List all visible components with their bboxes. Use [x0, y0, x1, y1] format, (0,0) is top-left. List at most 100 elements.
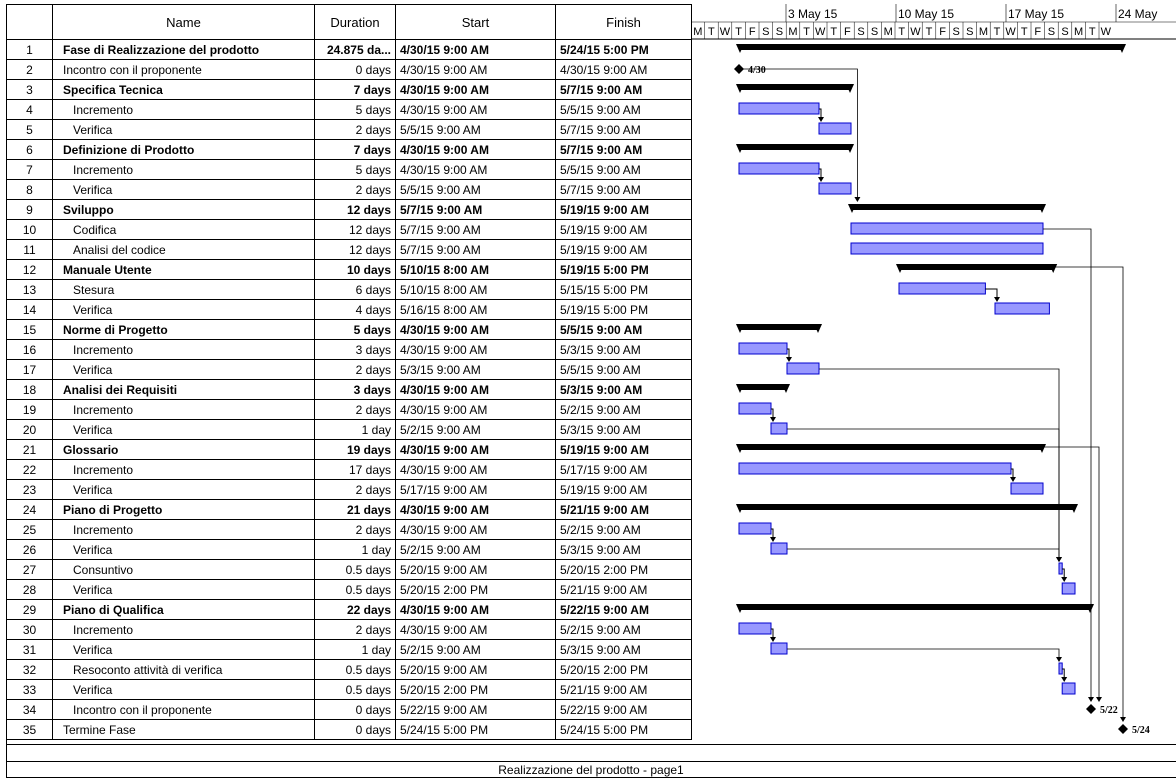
task-name[interactable]: Verifica [52, 539, 315, 560]
task-duration[interactable]: 1 day [314, 419, 396, 440]
task-duration[interactable]: 24.875 da... [314, 39, 396, 60]
task-id[interactable]: 8 [6, 179, 53, 200]
task-duration[interactable]: 5 days [314, 159, 396, 180]
task-start[interactable]: 4/30/15 9:00 AM [395, 139, 556, 160]
task-id[interactable]: 34 [6, 699, 53, 720]
task-finish[interactable]: 5/3/15 9:00 AM [555, 539, 692, 560]
table-row[interactable]: 27 Consuntivo 0.5 days 5/20/15 9:00 AM 5/20/… [6, 559, 692, 580]
table-row[interactable]: 25 Incremento 2 days 4/30/15 9:00 AM 5/2/15 … [6, 519, 692, 540]
task-id[interactable]: 6 [6, 139, 53, 160]
task-duration[interactable]: 1 day [314, 539, 396, 560]
task-start[interactable]: 4/30/15 9:00 AM [395, 339, 556, 360]
table-row[interactable]: 12 Manuale Utente 10 days 5/10/15 8:00 AM 5/… [6, 259, 692, 280]
task-start[interactable]: 5/10/15 8:00 AM [395, 279, 556, 300]
task-start[interactable]: 5/22/15 9:00 AM [395, 699, 556, 720]
table-row[interactable]: 6 Definizione di Prodotto 7 days 4/30/15 9:… [6, 139, 692, 160]
task-duration[interactable]: 0.5 days [314, 659, 396, 680]
column-header-start[interactable]: Start [395, 4, 556, 40]
summary-bar-cap[interactable] [1038, 204, 1046, 213]
task-id[interactable]: 7 [6, 159, 53, 180]
summary-bar[interactable] [739, 384, 787, 390]
task-start[interactable]: 4/30/15 9:00 AM [395, 459, 556, 480]
task-id[interactable]: 3 [6, 79, 53, 100]
task-finish[interactable]: 5/21/15 9:00 AM [555, 499, 692, 520]
task-name[interactable]: Piano di Qualifica [52, 599, 315, 620]
task-finish[interactable]: 5/7/15 9:00 AM [555, 79, 692, 100]
task-start[interactable]: 5/5/15 9:00 AM [395, 179, 556, 200]
task-duration[interactable]: 0 days [314, 59, 396, 80]
task-finish[interactable]: 5/19/15 5:00 PM [555, 259, 692, 280]
table-row[interactable]: 29 Piano di Qualifica 22 days 4/30/15 9:00 … [6, 599, 692, 620]
task-name[interactable]: Codifica [52, 219, 315, 240]
task-name[interactable]: Resoconto attività di verifica [52, 659, 315, 680]
table-row[interactable]: 9 Sviluppo 12 days 5/7/15 9:00 AM 5/19/15 9:… [6, 199, 692, 220]
table-row[interactable]: 28 Verifica 0.5 days 5/20/15 2:00 PM 5/21/15… [6, 579, 692, 600]
task-id[interactable]: 21 [6, 439, 53, 460]
summary-bar-cap[interactable] [1038, 444, 1046, 453]
task-id[interactable]: 25 [6, 519, 53, 540]
table-row[interactable]: 21 Glossario 19 days 4/30/15 9:00 AM 5/19/15… [6, 439, 692, 460]
task-finish[interactable]: 5/3/15 9:00 AM [555, 419, 692, 440]
task-duration[interactable]: 10 days [314, 259, 396, 280]
task-bar[interactable] [1061, 682, 1076, 695]
task-name[interactable]: Sviluppo [52, 199, 315, 220]
table-row[interactable]: 33 Verifica 0.5 days 5/20/15 2:00 PM 5/21/15… [6, 679, 692, 700]
task-id[interactable]: 35 [6, 719, 53, 740]
table-row[interactable]: 23 Verifica 2 days 5/17/15 9:00 AM 5/19/15 9… [6, 479, 692, 500]
summary-bar-cap[interactable] [1086, 604, 1094, 613]
task-name[interactable]: Incremento [52, 339, 315, 360]
task-finish[interactable]: 5/7/15 9:00 AM [555, 139, 692, 160]
task-finish[interactable]: 5/5/15 9:00 AM [555, 159, 692, 180]
task-start[interactable]: 5/20/15 2:00 PM [395, 579, 556, 600]
task-name[interactable]: Verifica [52, 639, 315, 660]
task-bar[interactable] [1058, 662, 1063, 675]
task-name[interactable]: Verifica [52, 679, 315, 700]
table-row[interactable]: 7 Incremento 5 days 4/30/15 9:00 AM 5/5/15 9… [6, 159, 692, 180]
task-bar[interactable] [1010, 482, 1044, 495]
task-finish[interactable]: 5/19/15 9:00 AM [555, 239, 692, 260]
table-row[interactable]: 26 Verifica 1 day 5/2/15 9:00 AM 5/3/15 9:00… [6, 539, 692, 560]
task-start[interactable]: 5/10/15 8:00 AM [395, 259, 556, 280]
task-id[interactable]: 4 [6, 99, 53, 120]
task-start[interactable]: 5/2/15 9:00 AM [395, 639, 556, 660]
column-header-name[interactable]: Name [52, 4, 315, 40]
task-name[interactable]: Incremento [52, 159, 315, 180]
task-duration[interactable]: 17 days [314, 459, 396, 480]
task-finish[interactable]: 5/20/15 2:00 PM [555, 659, 692, 680]
task-start[interactable]: 4/30/15 9:00 AM [395, 399, 556, 420]
task-bar[interactable] [738, 402, 772, 415]
task-name[interactable]: Verifica [52, 419, 315, 440]
task-start[interactable]: 5/17/15 9:00 AM [395, 479, 556, 500]
task-id[interactable]: 17 [6, 359, 53, 380]
task-id[interactable]: 9 [6, 199, 53, 220]
task-finish[interactable]: 5/24/15 5:00 PM [555, 719, 692, 740]
task-start[interactable]: 5/20/15 9:00 AM [395, 559, 556, 580]
table-row[interactable]: 31 Verifica 1 day 5/2/15 9:00 AM 5/3/15 9:00… [6, 639, 692, 660]
task-duration[interactable]: 0 days [314, 699, 396, 720]
task-bar[interactable] [1061, 582, 1076, 595]
task-bar[interactable] [818, 182, 852, 195]
task-id[interactable]: 19 [6, 399, 53, 420]
column-header-num[interactable] [6, 4, 53, 40]
task-id[interactable]: 5 [6, 119, 53, 140]
task-start[interactable]: 5/7/15 9:00 AM [395, 199, 556, 220]
summary-bar-cap[interactable] [1070, 504, 1078, 513]
task-start[interactable]: 5/5/15 9:00 AM [395, 119, 556, 140]
task-start[interactable]: 4/30/15 9:00 AM [395, 599, 556, 620]
task-finish[interactable]: 5/5/15 9:00 AM [555, 359, 692, 380]
summary-bar-cap[interactable] [848, 204, 856, 213]
task-name[interactable]: Incremento [52, 619, 315, 640]
task-start[interactable]: 4/30/15 9:00 AM [395, 319, 556, 340]
task-id[interactable]: 23 [6, 479, 53, 500]
task-id[interactable]: 31 [6, 639, 53, 660]
task-duration[interactable]: 6 days [314, 279, 396, 300]
summary-bar-cap[interactable] [736, 504, 744, 513]
task-bar[interactable] [898, 282, 986, 295]
task-name[interactable]: Incremento [52, 99, 315, 120]
task-name[interactable]: Analisi dei Requisiti [52, 379, 315, 400]
task-duration[interactable]: 5 days [314, 319, 396, 340]
summary-bar-cap[interactable] [736, 384, 744, 393]
task-name[interactable]: Analisi del codice [52, 239, 315, 260]
table-row[interactable]: 35 Termine Fase 0 days 5/24/15 5:00 PM 5/24/… [6, 719, 692, 740]
table-row[interactable]: 32 Resoconto attività di verifica 0.5 days… [6, 659, 692, 680]
